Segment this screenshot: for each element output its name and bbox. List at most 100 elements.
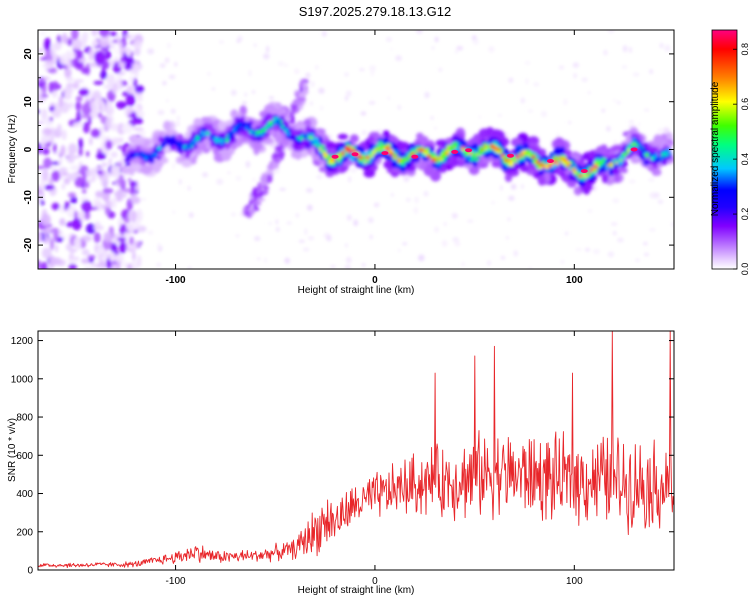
ridge-blob (396, 158, 402, 162)
noise-blob (128, 244, 138, 251)
ridge-blob (491, 161, 502, 168)
ridge-blob (205, 131, 210, 135)
noise-blob (268, 221, 273, 226)
branch-blob (265, 169, 274, 177)
ridge-blob (296, 138, 300, 142)
ridge-blob (460, 148, 465, 152)
noise-blob (648, 178, 655, 182)
noise-blob (38, 259, 42, 269)
ridge-blob (614, 174, 621, 183)
noise-blob (59, 53, 70, 65)
noise-blob (663, 127, 670, 134)
noise-blob (353, 219, 359, 227)
noise-blob (487, 260, 491, 266)
noise-blob (71, 217, 82, 231)
noise-blob (118, 174, 124, 188)
noise-blob (117, 145, 122, 150)
noise-blob (635, 258, 640, 262)
ridge-blob (337, 133, 349, 140)
noise-blob (74, 210, 78, 221)
noise-blob (326, 235, 332, 242)
ridge-blob (163, 120, 172, 131)
noise-blob (524, 61, 531, 65)
noise-blob (100, 125, 105, 135)
branch-blob (261, 173, 268, 183)
noise-blob (264, 257, 267, 263)
noise-blob (248, 69, 252, 77)
ridge-blob (659, 155, 664, 161)
ridge-blob (610, 164, 613, 168)
branch-blob (302, 90, 306, 98)
ridge-blob (135, 152, 139, 158)
noise-blob (347, 214, 352, 221)
noise-blob (78, 88, 90, 97)
noise-blob (310, 101, 313, 106)
noise-blob (64, 209, 75, 214)
noise-blob (573, 73, 577, 79)
noise-blob (236, 39, 241, 43)
noise-blob (41, 168, 49, 182)
noise-blob (101, 101, 106, 113)
ridge-blob (372, 149, 376, 155)
noise-blob (114, 48, 118, 55)
ridge-blob (126, 154, 130, 157)
ridge-blob (578, 179, 586, 187)
noise-blob (43, 76, 49, 81)
ridge-blob (642, 159, 651, 166)
noise-blob (89, 137, 93, 146)
ridge-blob (578, 174, 583, 178)
ridge-blob (155, 150, 160, 153)
noise-blob (137, 255, 142, 268)
noise-blob (40, 213, 51, 227)
noise-blob (244, 92, 247, 97)
ridge-peaks (331, 147, 638, 173)
ridge-blob (252, 143, 263, 151)
noise-blob (252, 177, 256, 182)
noise-blob (533, 82, 540, 86)
branch-blob (260, 190, 264, 197)
ridge-blob (362, 156, 366, 160)
branch-blob (291, 101, 299, 105)
noise-blob (385, 37, 392, 42)
ridge-blob (403, 157, 407, 162)
noise-blob (57, 123, 62, 134)
noise-blob (176, 120, 180, 127)
noise-blob (60, 145, 66, 157)
noise-blob (133, 61, 139, 72)
noise-blob (38, 231, 43, 244)
noise-blob (613, 139, 617, 147)
noise-blob (74, 79, 84, 83)
noise-blob (103, 84, 114, 89)
noise-blob (643, 109, 650, 112)
noise-blob (187, 185, 191, 191)
ridge-blob (217, 120, 226, 131)
y-tick-label: 0 (27, 566, 33, 577)
noise-blob (434, 36, 439, 43)
noise-blob (90, 62, 98, 68)
colorbar-tick-label: 0.0 (740, 263, 750, 276)
noise-blob (606, 126, 611, 132)
ridge-blob (581, 177, 586, 181)
ridge-blob (214, 137, 219, 141)
noise-blob (44, 235, 49, 245)
ridge-blob (346, 148, 350, 152)
ridge-blob (153, 161, 162, 173)
noise-blob (113, 254, 125, 263)
noise-blob (403, 176, 410, 182)
noise-blob (85, 223, 96, 234)
noise-blob (189, 212, 194, 218)
noise-blob (91, 94, 101, 99)
ridge-blob (175, 142, 179, 146)
noise-blob (431, 46, 435, 50)
branch-blob (272, 152, 281, 159)
colorbar-tick-label: 0.2 (740, 208, 750, 221)
noise-blob (601, 108, 605, 113)
noise-blob (109, 31, 118, 37)
noise-blob (97, 254, 106, 263)
noise-blob (346, 90, 352, 97)
noise-blob (360, 111, 367, 116)
noise-blob (286, 221, 293, 225)
noise-blob (254, 43, 257, 47)
noise-blob (38, 166, 46, 169)
noise-blob (305, 72, 311, 78)
